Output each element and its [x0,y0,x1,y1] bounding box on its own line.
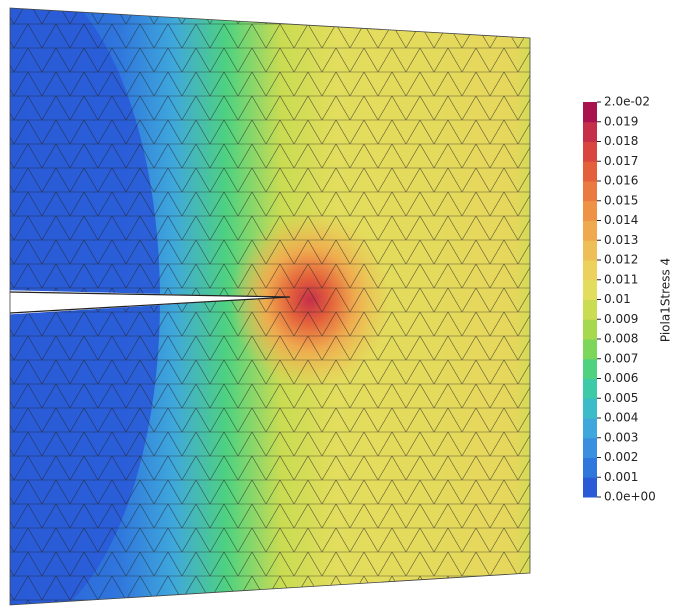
colorbar-band [583,260,597,281]
colorbar-tick-label: 0.003 [604,430,638,444]
colorbar-tick-label: 0.011 [604,272,638,286]
colorbar-band [583,299,597,320]
colorbar-tick-label: 0.014 [604,213,638,227]
colorbar-tick-label: 0.007 [604,351,638,365]
colorbar-tick-label: 0.001 [604,470,638,484]
colorbar-band [583,102,597,123]
colorbar-band [583,220,597,241]
colorbar-tick-label: 0.016 [604,174,638,188]
colorbar-tick-label: 0.018 [604,134,638,148]
colorbar-tick-label: 0.013 [604,233,638,247]
colorbar-band [583,181,597,202]
colorbar-tick-label: 0.012 [604,253,638,267]
colorbar-band [583,457,597,478]
colorbar-band [583,121,597,142]
colorbar-band [583,240,597,261]
colorbar-band [583,437,597,458]
colorbar-tick-label: 0.008 [604,332,638,346]
colorbar-tick-label: 0.01 [604,292,631,306]
colorbar-band [583,398,597,419]
colorbar-tick-label: 0.0e+00 [604,490,656,504]
colorbar-band [583,477,597,498]
colorbar-band [583,319,597,340]
colorbar-tick-label: 0.002 [604,450,638,464]
colorbar-band [583,418,597,439]
colorbar-tick-label: 0.005 [604,391,638,405]
colorbar-band [583,358,597,379]
colorbar-tick-label: 0.015 [604,193,638,207]
colorbar-band [583,161,597,182]
colorbar: 0.0e+00 0.001 0.002 0.003 0.004 0.005 0.006 0.0… [583,95,656,504]
plate [10,8,530,605]
colorbar-tick-label: 0.017 [604,154,638,168]
colorbar-tick-label: 0.019 [604,114,638,128]
colorbar-band [583,339,597,360]
colorbar-band [583,279,597,300]
colorbar-tick-label: 2.0e-02 [604,95,650,109]
colorbar-band [583,200,597,221]
colorbar-tick-label: 0.006 [604,371,638,385]
colorbar-band [583,141,597,162]
colorbar-tick-label: 0.009 [604,312,638,326]
colorbar-tick-label: 0.004 [604,411,638,425]
colorbar-band [583,378,597,399]
colorbar-title: Piola1Stress 4 [659,258,673,342]
